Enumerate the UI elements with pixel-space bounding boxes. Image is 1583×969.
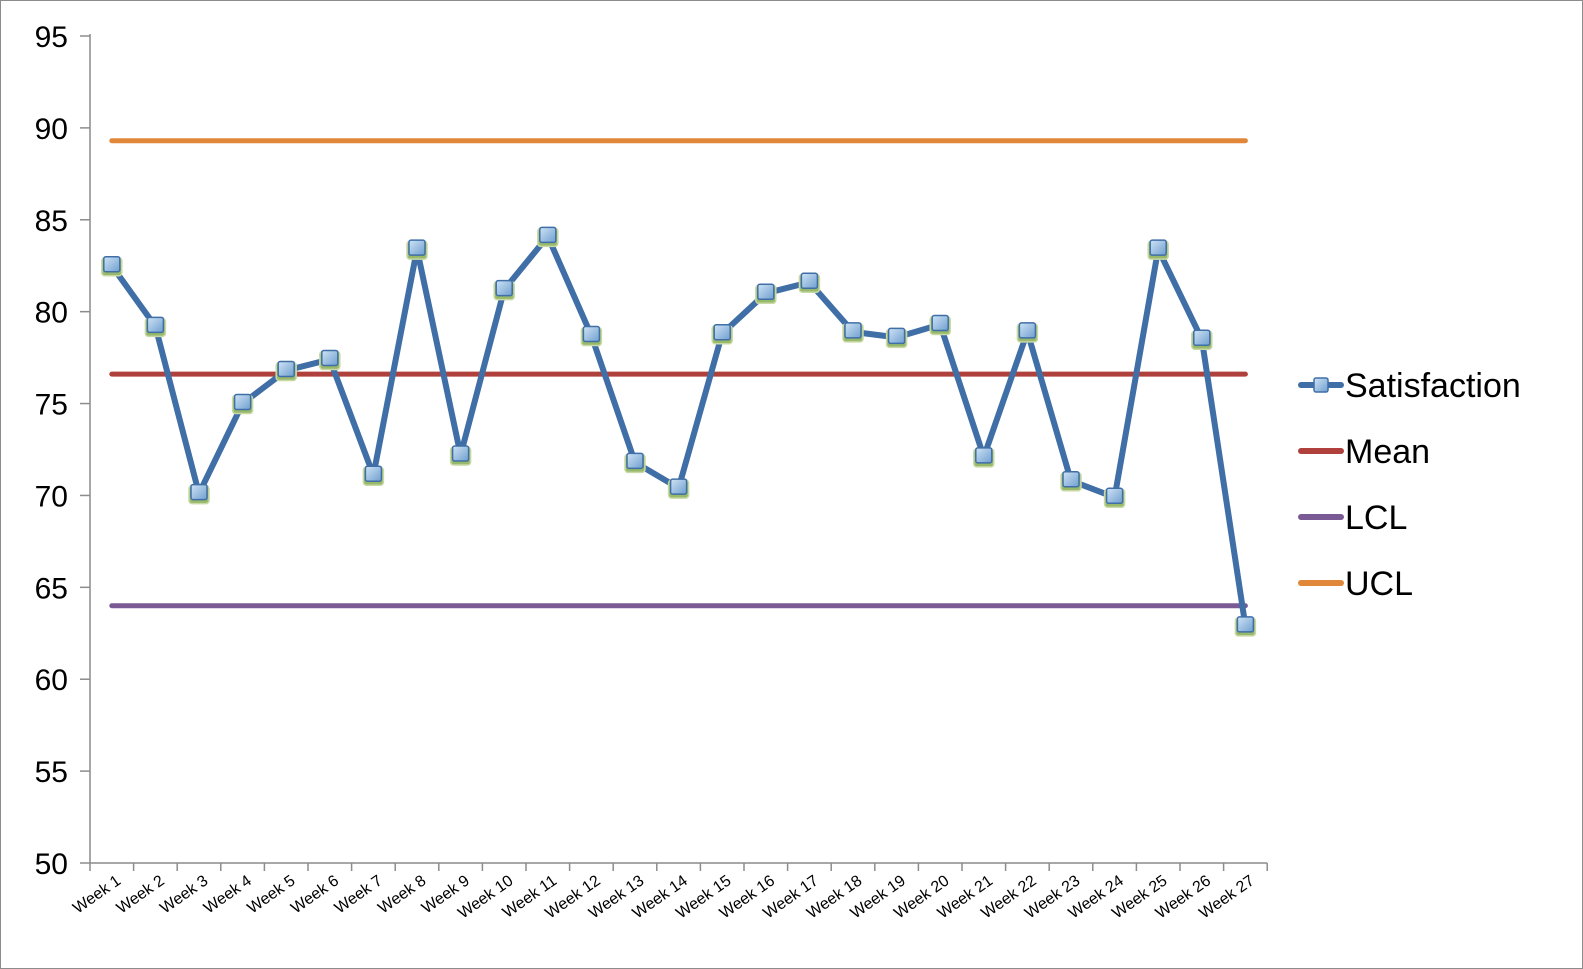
data-point (408, 239, 426, 256)
data-point (277, 360, 295, 378)
data-point (844, 322, 862, 339)
legend-item-lcl: LCL (1298, 499, 1407, 537)
data-point (975, 447, 993, 464)
y-tick-label: 90 (35, 113, 68, 146)
data-point (669, 478, 688, 495)
data-point (321, 349, 339, 367)
x-tick-label: Week 1 (70, 872, 124, 917)
data-point (757, 283, 775, 301)
legend-label: LCL (1345, 499, 1407, 537)
series-line-satisfaction (108, 233, 1249, 629)
x-tick-label: Week 2 (114, 872, 168, 917)
data-point (1062, 470, 1080, 488)
data-point (103, 255, 121, 273)
y-tick-label: 70 (35, 480, 68, 513)
y-tick-label: 50 (35, 848, 68, 881)
data-point (1018, 322, 1037, 339)
data-point (364, 465, 383, 482)
legend-item-satisfaction: Satisfaction (1298, 367, 1521, 405)
legend-item-mean: Mean (1298, 433, 1430, 471)
data-point (1105, 487, 1124, 505)
x-tick-label: Week 3 (157, 872, 211, 917)
y-tick-label: 55 (35, 756, 68, 789)
data-point (626, 452, 644, 470)
y-tick-label: 65 (35, 572, 68, 605)
x-tick-label: Week 5 (245, 872, 299, 917)
y-tick-label: 80 (35, 297, 68, 330)
legend-marker (1313, 377, 1329, 393)
x-tick-label: Week 6 (288, 872, 342, 917)
data-point (190, 483, 208, 501)
data-point (800, 272, 819, 290)
data-markers (101, 226, 1257, 637)
y-axis: 50 55 60 65 70 75 80 85 90 95 (35, 21, 91, 881)
data-point (582, 325, 601, 343)
data-point (1236, 616, 1255, 633)
data-point (539, 226, 557, 244)
x-tick-label: Week 4 (201, 872, 255, 917)
data-point (1193, 329, 1211, 346)
legend-item-ucl: UCL (1298, 565, 1413, 603)
legend-label: Satisfaction (1345, 367, 1521, 405)
y-tick-label: 60 (35, 664, 68, 697)
data-point (1149, 239, 1167, 256)
data-point (931, 314, 949, 332)
y-tick-label: 85 (35, 205, 68, 238)
y-tick-label: 95 (35, 21, 68, 54)
data-point (887, 327, 906, 345)
x-tick-label: Week 8 (375, 872, 429, 917)
data-point (713, 323, 731, 341)
data-point (495, 279, 513, 297)
data-point (146, 316, 165, 334)
plot-area (108, 138, 1249, 629)
y-tick-label: 75 (35, 389, 68, 422)
x-tick-label: Week 7 (332, 872, 386, 917)
data-point (451, 445, 470, 462)
legend-label: Mean (1345, 433, 1430, 471)
legend: Satisfaction Mean LCL UCL (1298, 367, 1521, 603)
data-point (233, 393, 252, 411)
legend-label: UCL (1345, 565, 1413, 603)
